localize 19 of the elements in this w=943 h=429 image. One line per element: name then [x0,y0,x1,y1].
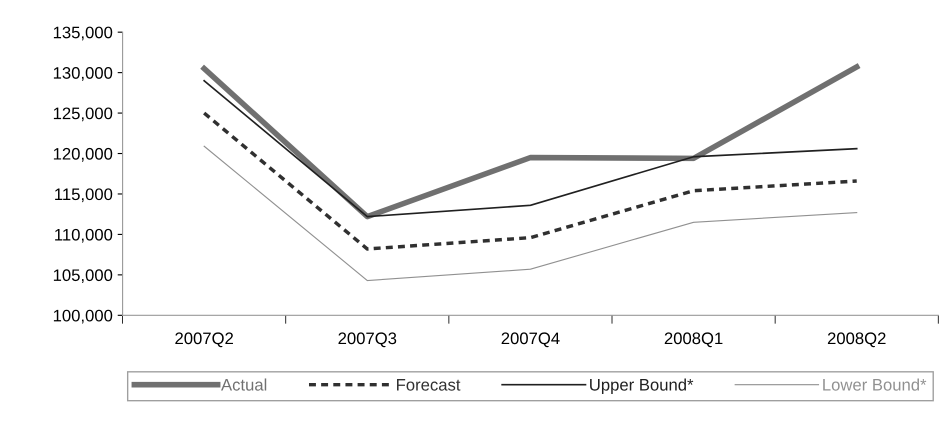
x-tick-label: 2007Q4 [502,332,560,348]
line-series [204,146,858,282]
text: Lower Bound* [823,378,926,391]
y-tick-label: 125,000 [54,107,112,122]
x-tick-label: 2007Q2 [175,332,233,348]
text: Upper Bound* [590,378,694,394]
y-tick-label: 120,000 [54,148,112,162]
text: Actual [221,378,266,391]
y-tick-label: 110,000 [55,228,112,243]
y-tick-label: 135,000 [54,26,112,40]
text: Forecast [397,379,460,391]
line-series [202,111,858,251]
y-tick-label: 105,000 [54,269,112,284]
y-tick-label: 100,000 [54,310,112,324]
y-tick-label: 130,000 [54,67,112,81]
x-tick-label: 2008Q2 [828,332,886,348]
x-tick-label: 2007Q3 [338,332,396,348]
x-tick-label: 2008Q1 [664,332,722,348]
y-tick-label: 115,000 [55,188,112,202]
